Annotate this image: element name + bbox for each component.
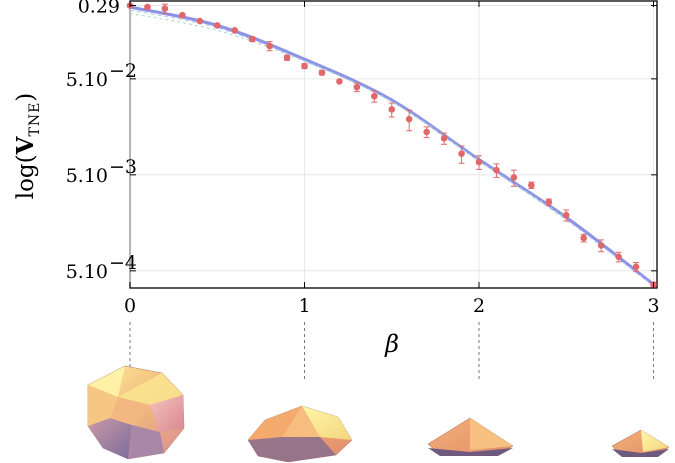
- y-tick-label: 0.29: [78, 0, 120, 18]
- data-point: [423, 128, 430, 136]
- data-point: [545, 198, 553, 206]
- data-point: [388, 106, 396, 113]
- fit-curve: [129, 12, 567, 218]
- polytope-sphere-icon: [87, 365, 185, 460]
- data-point: [213, 22, 221, 29]
- data-point: [510, 174, 518, 181]
- y-tick-exponent: −2: [109, 60, 137, 82]
- polytope-pyramid-icon: [427, 417, 514, 456]
- x-axis-ticks: 0 1 2 3: [124, 1, 660, 317]
- data-point: [318, 69, 326, 76]
- y-tick-exponent: −3: [109, 156, 137, 178]
- data-point: [336, 78, 343, 85]
- y-tick-exponent: −4: [109, 252, 137, 274]
- data-point: [266, 42, 273, 50]
- data-point: [248, 35, 256, 43]
- data-point: [179, 11, 186, 19]
- data-point: [580, 234, 588, 242]
- plot-frame: [129, 0, 658, 289]
- data-point: [493, 166, 500, 174]
- data-point: [475, 158, 483, 166]
- y-axis-title: log(VTNE): [12, 93, 43, 200]
- x-tick-label: 3: [647, 295, 659, 317]
- fit-lines: [129, 5, 655, 287]
- data-point: [458, 150, 465, 158]
- data-point: [144, 3, 151, 11]
- polytope-dome-icon: [247, 405, 353, 463]
- data-point: [371, 92, 378, 100]
- data-point: [597, 242, 605, 249]
- data-points: [126, 2, 657, 288]
- x-tick-label: 2: [473, 295, 485, 317]
- y-tick-label: 5.10: [66, 69, 108, 91]
- data-point: [562, 211, 570, 219]
- y-tick-label: 5.10: [66, 165, 108, 187]
- data-point: [283, 54, 291, 62]
- fit-curve: [129, 9, 654, 287]
- x-tick-label: 1: [298, 295, 310, 317]
- fit-curve: [129, 5, 655, 286]
- data-point: [632, 263, 640, 271]
- data-point: [161, 5, 169, 12]
- polytope-small-pyramid-icon: [611, 429, 670, 457]
- data-point: [528, 181, 535, 189]
- x-axis-title: β: [384, 330, 399, 358]
- x-tick-label: 0: [124, 295, 136, 317]
- y-tick-label: 5.10: [66, 261, 108, 283]
- y-axis-ticks: 0.295.10 −25.10 −35.10 −4: [66, 0, 657, 283]
- data-point: [196, 17, 204, 25]
- grid: [129, 1, 657, 288]
- data-point: [231, 27, 239, 34]
- data-point: [615, 253, 622, 261]
- data-point: [440, 135, 448, 142]
- data-point: [301, 62, 308, 70]
- data-point: [353, 83, 361, 91]
- data-point: [405, 115, 413, 123]
